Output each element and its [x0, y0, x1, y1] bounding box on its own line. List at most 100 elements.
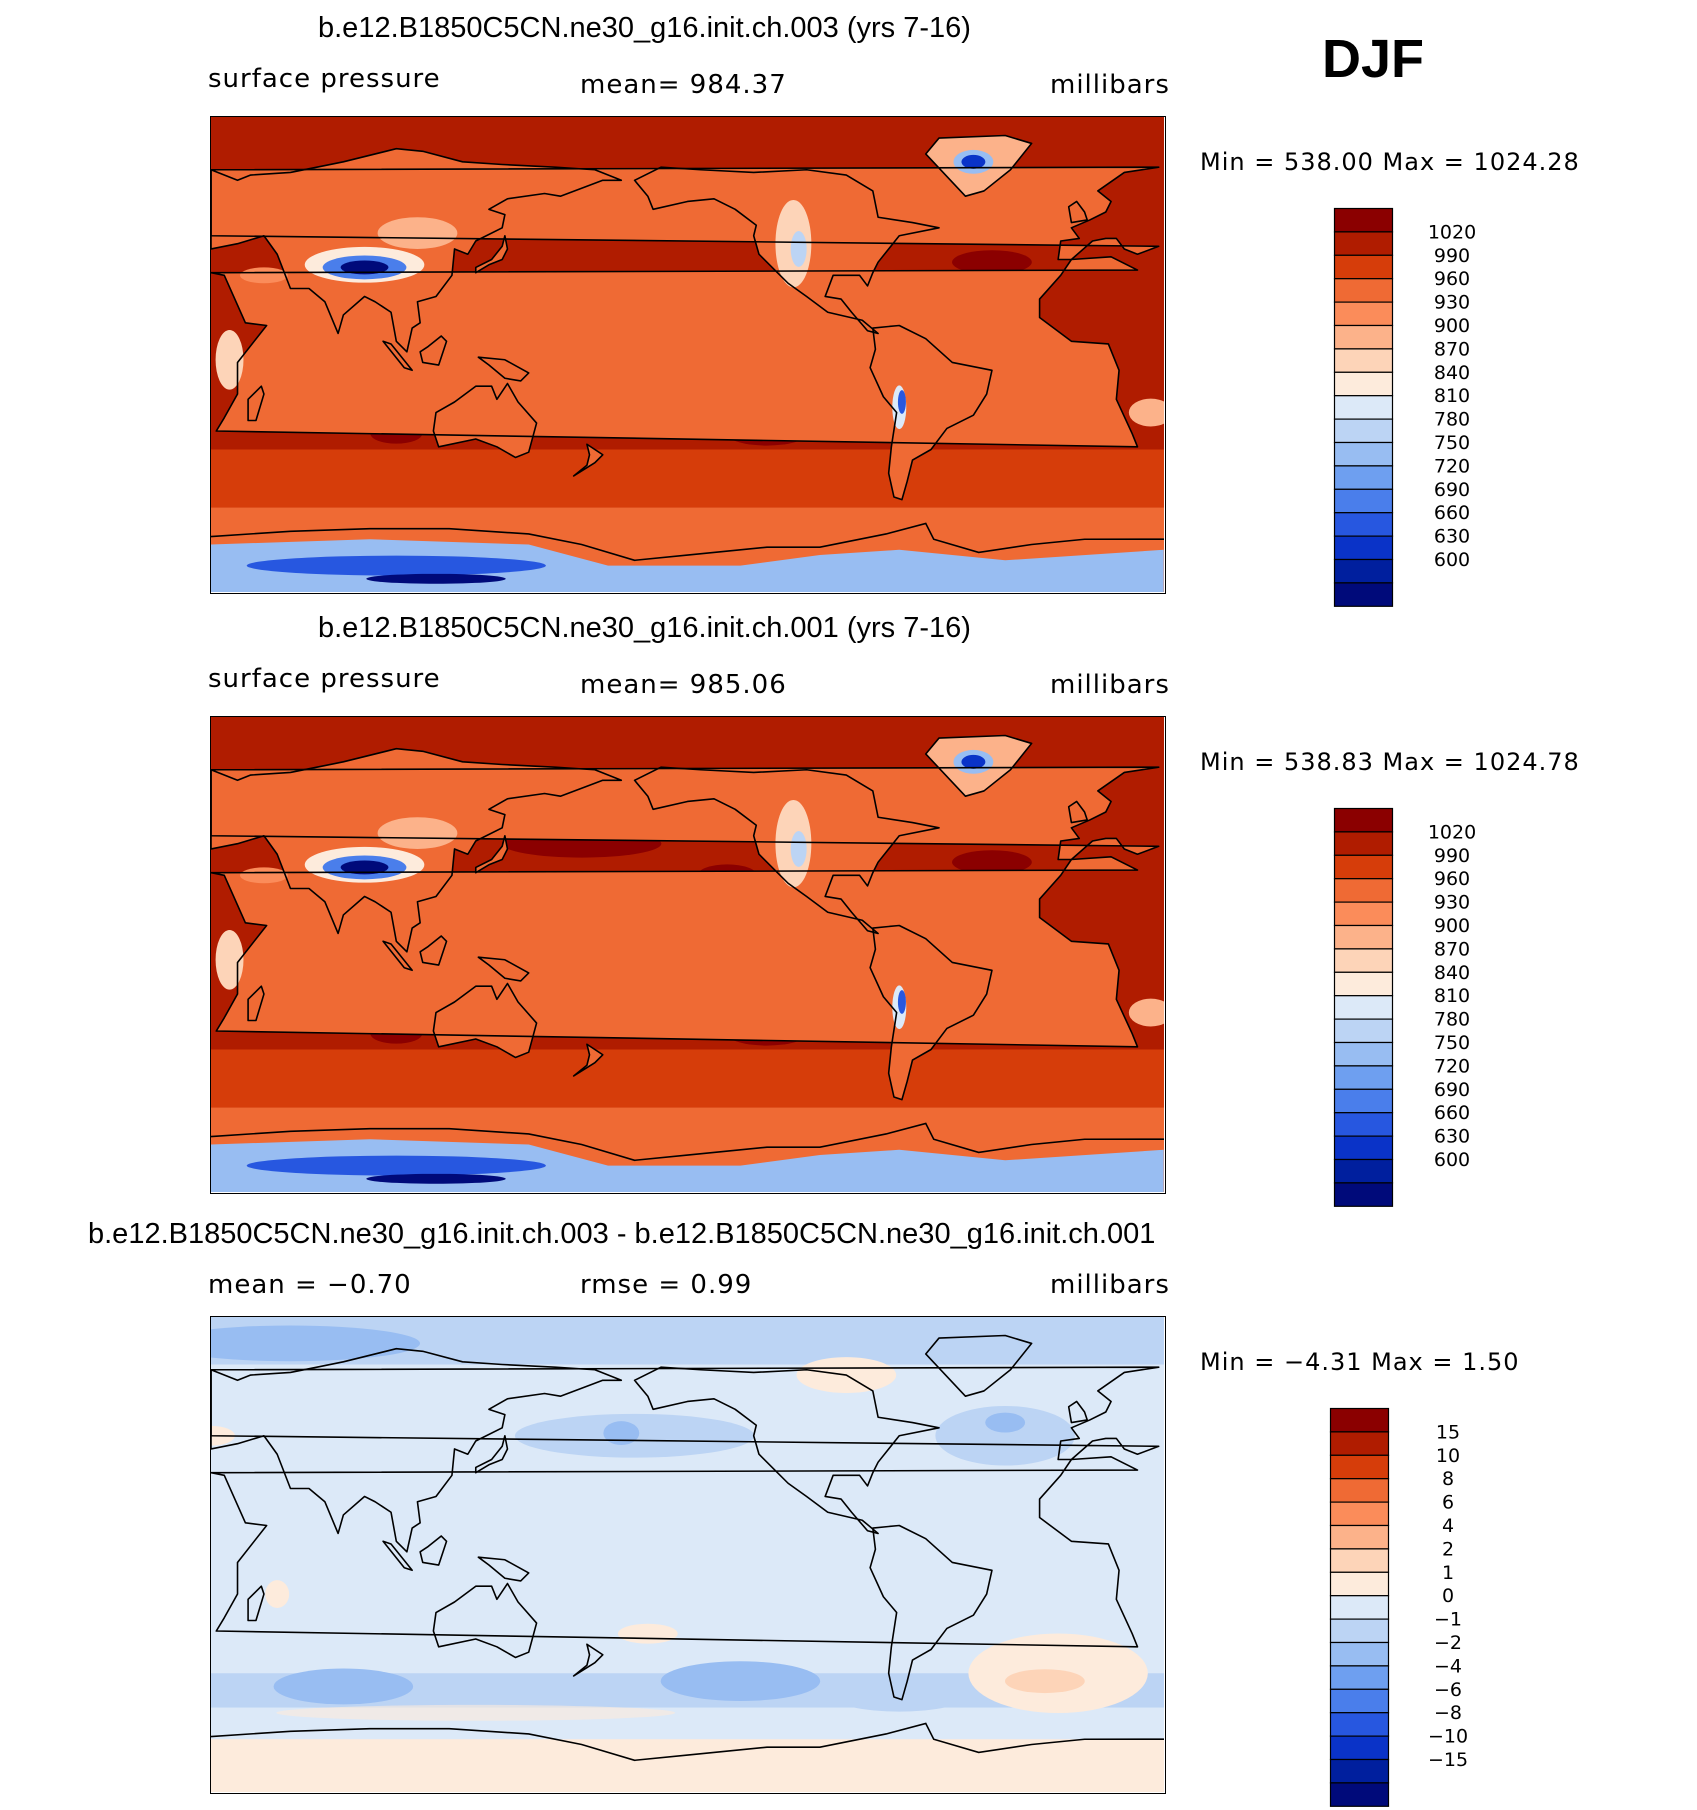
land-borneo — [420, 336, 447, 366]
iran-plateau — [240, 867, 288, 884]
colorbar-tick-label: 990 — [1434, 845, 1470, 867]
south-africa-plateau — [1128, 998, 1164, 1027]
land-madagascar — [248, 986, 264, 1021]
greenland-ice-core — [961, 154, 986, 169]
mongolia-plateau — [377, 817, 458, 850]
colorbar-swatch — [1333, 1158, 1394, 1184]
colorbar: 1020 990 960 930 900 870 840 810 780 750 720 690 660… — [1333, 807, 1484, 1210]
colorbar-tick-label: 840 — [1434, 362, 1470, 384]
colorbar-swatch — [1333, 1088, 1394, 1114]
colorbar-tick-label: 840 — [1434, 962, 1470, 984]
coastline-greenland — [924, 134, 1033, 197]
positive-anomaly — [265, 1580, 290, 1608]
map-plot — [210, 116, 1166, 594]
colorbar-tick-label: 750 — [1434, 1032, 1470, 1054]
coastline-namerica — [633, 1366, 940, 1535]
coastline-antarctica — [211, 1122, 1164, 1162]
land-australia — [433, 983, 537, 1058]
colorbar-tick-label: 900 — [1434, 315, 1470, 337]
land-sumatra — [383, 941, 413, 971]
colorbar-tick-label: −15 — [1428, 1749, 1468, 1771]
colorbar-swatch — [1333, 995, 1394, 1020]
coastline-sumatra — [382, 940, 413, 972]
colorbar-tick-label: 810 — [1434, 385, 1470, 407]
colorbar-tick-label: 660 — [1434, 502, 1470, 524]
coastline-newguinea — [477, 356, 530, 382]
colorbar-swatch — [1329, 1454, 1390, 1480]
minmax-label: Min = 538.00 Max = 1024.28 — [1200, 148, 1580, 176]
coastline-japan — [474, 834, 509, 874]
units-label: millibars — [1050, 1270, 1170, 1300]
altiplano — [897, 990, 906, 1014]
coastline-greenland — [924, 1334, 1033, 1397]
variable-label: surface pressure — [208, 664, 441, 694]
greenland-ice-core — [961, 754, 986, 769]
coastline-uk — [1067, 1400, 1089, 1424]
coastline-uk — [1067, 200, 1089, 224]
antarctic-ice-peak — [366, 1173, 506, 1184]
rmse-label: rmse = 0.99 — [580, 1270, 753, 1300]
negative-anomaly — [211, 1325, 420, 1362]
positive-anomaly — [617, 1623, 678, 1644]
colorbar-swatch — [1329, 1571, 1390, 1597]
colorbar-tick-label: 930 — [1434, 892, 1470, 914]
south-africa-plateau — [1128, 398, 1164, 427]
negative-anomaly — [985, 1412, 1026, 1433]
colorbar-tick-label: −10 — [1428, 1726, 1468, 1748]
units-label: millibars — [1050, 70, 1170, 100]
colorbar-tick-label: 870 — [1434, 338, 1470, 360]
colorbar-swatch — [1329, 1501, 1390, 1527]
southern-ocean-band — [211, 1049, 1164, 1108]
coastline-europe — [211, 166, 1160, 261]
colorbar-swatch — [1333, 418, 1394, 444]
coastline-eurasia — [211, 747, 623, 953]
colorbar-swatch — [1333, 1041, 1394, 1067]
land-australia — [433, 383, 537, 458]
minmax-label: Min = 538.83 Max = 1024.78 — [1200, 748, 1580, 776]
antarctic-ice-peak — [366, 573, 506, 584]
colorbar-tick-label: 15 — [1436, 1421, 1460, 1443]
coastline-japan — [474, 234, 509, 274]
colorbar-swatch — [1333, 1135, 1394, 1161]
colorbar-swatch — [1333, 582, 1394, 607]
colorbar-tick-label: 780 — [1434, 1009, 1470, 1031]
positive-anomaly — [276, 1704, 676, 1721]
colorbar-swatch — [1333, 878, 1394, 903]
colorbar-tick-label: 600 — [1434, 549, 1470, 571]
colorbar-swatch — [1329, 1735, 1390, 1761]
tibet-plateau-peak — [340, 860, 389, 875]
colorbar-tick-label: 6 — [1442, 1492, 1454, 1514]
coastline-newguinea — [477, 956, 530, 982]
positive-anomaly — [1005, 1669, 1085, 1694]
colorbar-tick-label: 690 — [1434, 1079, 1470, 1101]
map-plot — [210, 716, 1166, 1194]
minmax-label: Min = −4.31 Max = 1.50 — [1200, 1348, 1520, 1376]
diff-field — [211, 1317, 1164, 1792]
coastline-madagascar — [247, 1585, 265, 1622]
colorbar-tick-label: 900 — [1434, 915, 1470, 937]
land-uk — [1068, 201, 1088, 223]
colorbar-swatch — [1329, 1665, 1390, 1690]
iran-plateau — [240, 267, 288, 284]
colorbar-swatch — [1329, 1548, 1390, 1573]
land-madagascar — [248, 386, 264, 421]
colorbar-swatch — [1333, 948, 1394, 973]
coastline-samerica — [869, 324, 993, 501]
colorbar-tick-label: 720 — [1434, 455, 1470, 477]
mean-label: mean = −0.70 — [208, 1270, 412, 1300]
colorbar-tick-label: −2 — [1434, 1632, 1462, 1654]
east-africa-highlands — [215, 929, 244, 990]
colorbar-svg: 1020990960930900870840810780750720690660… — [1333, 807, 1476, 1207]
east-africa-highlands — [215, 329, 244, 390]
negative-anomaly — [273, 1668, 414, 1705]
colorbar-tick-label: 930 — [1434, 292, 1470, 314]
southern-ocean-band — [211, 449, 1164, 508]
map-plot — [210, 1316, 1166, 1794]
colorbar-tick-label: 1020 — [1428, 221, 1476, 243]
coastline-uk — [1067, 800, 1089, 824]
coastline-madagascar — [247, 985, 265, 1022]
colorbar-tick-label: 630 — [1434, 1126, 1470, 1148]
colorbar-tick-label: −6 — [1434, 1679, 1462, 1701]
colorbar-swatch — [1333, 254, 1394, 280]
